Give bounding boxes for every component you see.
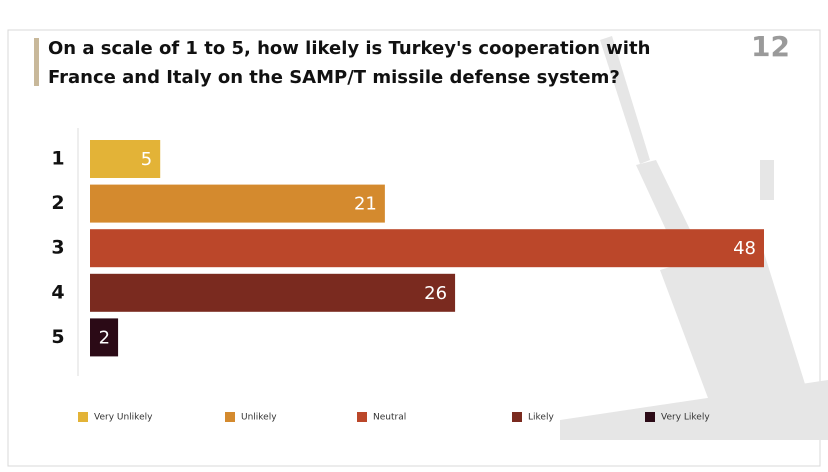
value-label: 5 (141, 149, 152, 170)
value-label: 2 (99, 327, 110, 348)
legend-label: Likely (528, 413, 554, 423)
value-label: 26 (424, 283, 447, 304)
legend-swatch (512, 412, 522, 422)
bar (90, 229, 764, 268)
title-accent (34, 38, 39, 86)
category-label: 4 (51, 281, 64, 303)
value-label: 21 (354, 194, 377, 215)
legend-label: Very Likely (661, 413, 710, 423)
bar (90, 273, 456, 312)
value-label: 48 (733, 238, 756, 259)
bar (90, 318, 119, 357)
legend-label: Very Unlikely (94, 413, 153, 423)
category-label: 2 (51, 192, 64, 214)
legend-swatch (357, 412, 367, 422)
bar (90, 140, 161, 178)
bar (90, 184, 385, 223)
category-label: 3 (51, 237, 64, 259)
legend-label: Neutral (373, 413, 406, 423)
chart-title: On a scale of 1 to 5, how likely is Turk… (48, 38, 651, 88)
legend-swatch (225, 412, 235, 422)
legend-label: Unlikely (241, 413, 277, 423)
category-label: 1 (51, 148, 64, 170)
legend-swatch (78, 412, 88, 422)
legend-swatch (645, 412, 655, 422)
category-label: 5 (51, 326, 64, 348)
page-number: 12 (751, 30, 790, 63)
title-box: On a scale of 1 to 5, how likely is Turk… (48, 38, 651, 88)
